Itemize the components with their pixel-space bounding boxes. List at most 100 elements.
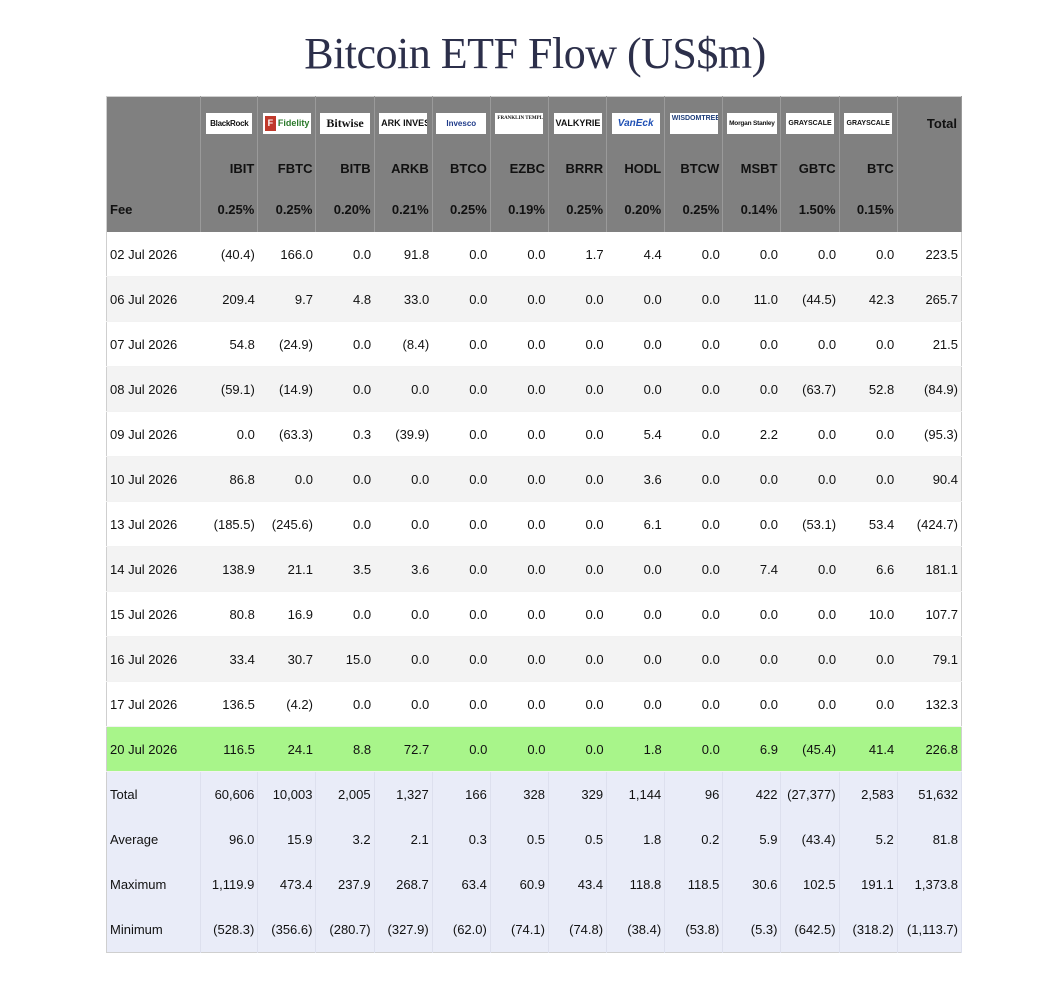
flow-cell: 0.0 (490, 727, 548, 772)
stat-cell: 237.9 (316, 862, 374, 907)
flow-cell: 0.0 (374, 367, 432, 412)
fee-value: 1.50% (781, 187, 839, 232)
stat-cell: (74.8) (548, 907, 606, 953)
stat-cell: 5.2 (839, 817, 897, 862)
date-cell: 16 Jul 2026 (107, 637, 201, 682)
stat-cell: 63.4 (432, 862, 490, 907)
stat-cell: 5.9 (723, 817, 781, 862)
corner-cell (107, 97, 201, 150)
flow-cell: 0.0 (665, 682, 723, 727)
flow-cell: 0.0 (316, 457, 374, 502)
date-cell: 14 Jul 2026 (107, 547, 201, 592)
stat-cell: (280.7) (316, 907, 374, 953)
flow-cell: 24.1 (258, 727, 316, 772)
flow-cell: 0.0 (665, 547, 723, 592)
fee-value: 0.25% (258, 187, 316, 232)
flow-cell: 0.0 (607, 322, 665, 367)
table-row: 15 Jul 2026 80.8 16.9 0.0 0.0 0.0 0.0 0.0 0.0 0.0… (107, 592, 962, 637)
blank-cell (897, 149, 961, 187)
stat-cell: (38.4) (607, 907, 665, 953)
ticker-msbt: MSBT (723, 149, 781, 187)
stat-cell: 191.1 (839, 862, 897, 907)
flow-cell: 0.0 (374, 682, 432, 727)
fee-value: 0.21% (374, 187, 432, 232)
date-cell: 10 Jul 2026 (107, 457, 201, 502)
issuer-logo-cell: Morgan Stanley (723, 97, 781, 150)
ticker-arkb: ARKB (374, 149, 432, 187)
stat-cell: (5.3) (723, 907, 781, 953)
vaneck-logo: VanEck (612, 113, 660, 134)
stat-cell: 30.6 (723, 862, 781, 907)
flow-cell: (4.2) (258, 682, 316, 727)
stat-cell: (62.0) (432, 907, 490, 953)
flow-cell: 0.0 (548, 547, 606, 592)
row-total-cell: 132.3 (897, 682, 961, 727)
date-cell: 06 Jul 2026 (107, 277, 201, 322)
flow-cell: 91.8 (374, 232, 432, 277)
grayscale-logo: GRAYSCALE (786, 113, 834, 134)
stat-cell: 268.7 (374, 862, 432, 907)
row-total-cell: 79.1 (897, 637, 961, 682)
ticker-ezbc: EZBC (490, 149, 548, 187)
flow-cell: 0.0 (548, 637, 606, 682)
flow-cell: 0.0 (723, 502, 781, 547)
ticker-gbtc: GBTC (781, 149, 839, 187)
flow-cell: 0.0 (490, 457, 548, 502)
stat-cell: (327.9) (374, 907, 432, 953)
flow-cell: 3.5 (316, 547, 374, 592)
ticker-btc: BTC (839, 149, 897, 187)
flow-cell: (59.1) (201, 367, 258, 412)
flow-cell: 72.7 (374, 727, 432, 772)
issuer-logo-cell: VanEck (607, 97, 665, 150)
stat-cell: 2,583 (839, 772, 897, 818)
flow-cell: 15.0 (316, 637, 374, 682)
flow-cell: 0.0 (665, 502, 723, 547)
flow-cell: 0.0 (781, 232, 839, 277)
flow-cell: 0.0 (665, 277, 723, 322)
flow-cell: (63.7) (781, 367, 839, 412)
flow-cell: 0.0 (316, 592, 374, 637)
issuer-logo-cell: Bitwise (316, 97, 374, 150)
ticker-brrr: BRRR (548, 149, 606, 187)
flow-cell: 0.0 (432, 322, 490, 367)
flow-cell: 0.0 (781, 547, 839, 592)
stat-cell: 328 (490, 772, 548, 818)
flow-cell: 0.0 (607, 637, 665, 682)
flow-cell: 0.0 (316, 682, 374, 727)
stat-cell: 0.5 (490, 817, 548, 862)
stat-cell: 1,144 (607, 772, 665, 818)
issuer-logo-cell: F Fidelity (258, 97, 316, 150)
flow-cell: 0.0 (374, 592, 432, 637)
flow-cell: 0.3 (316, 412, 374, 457)
flow-cell: (245.6) (258, 502, 316, 547)
fee-row: Fee 0.25% 0.25% 0.20% 0.21% 0.25% 0.19% 0.25% 0… (107, 187, 962, 232)
stat-cell: (318.2) (839, 907, 897, 953)
flow-cell: 0.0 (839, 232, 897, 277)
flow-cell: 0.0 (432, 637, 490, 682)
flow-cell: 0.0 (548, 592, 606, 637)
flow-cell: (8.4) (374, 322, 432, 367)
fee-value: 0.20% (316, 187, 374, 232)
stat-cell: 422 (723, 772, 781, 818)
stat-cell: 2,005 (316, 772, 374, 818)
issuer-logo-cell: FRANKLIN TEMPLETON (490, 97, 548, 150)
stat-label: Maximum (107, 862, 201, 907)
flow-cell: 6.1 (607, 502, 665, 547)
table-row: 14 Jul 2026 138.9 21.1 3.5 3.6 0.0 0.0 0.0 0.0 0.… (107, 547, 962, 592)
stat-cell: 96.0 (201, 817, 258, 862)
flow-cell: 0.0 (316, 502, 374, 547)
flow-cell: 33.0 (374, 277, 432, 322)
flow-cell: 0.0 (432, 457, 490, 502)
flow-cell: 0.0 (548, 412, 606, 457)
flow-cell: 1.7 (548, 232, 606, 277)
stat-label: Average (107, 817, 201, 862)
flow-cell: 3.6 (607, 457, 665, 502)
total-header: Total (897, 97, 961, 150)
flow-cell: 166.0 (258, 232, 316, 277)
flow-cell: 5.4 (607, 412, 665, 457)
date-cell: 09 Jul 2026 (107, 412, 201, 457)
logo-text: Fidelity (278, 118, 310, 128)
date-cell: 13 Jul 2026 (107, 502, 201, 547)
flow-cell: (185.5) (201, 502, 258, 547)
